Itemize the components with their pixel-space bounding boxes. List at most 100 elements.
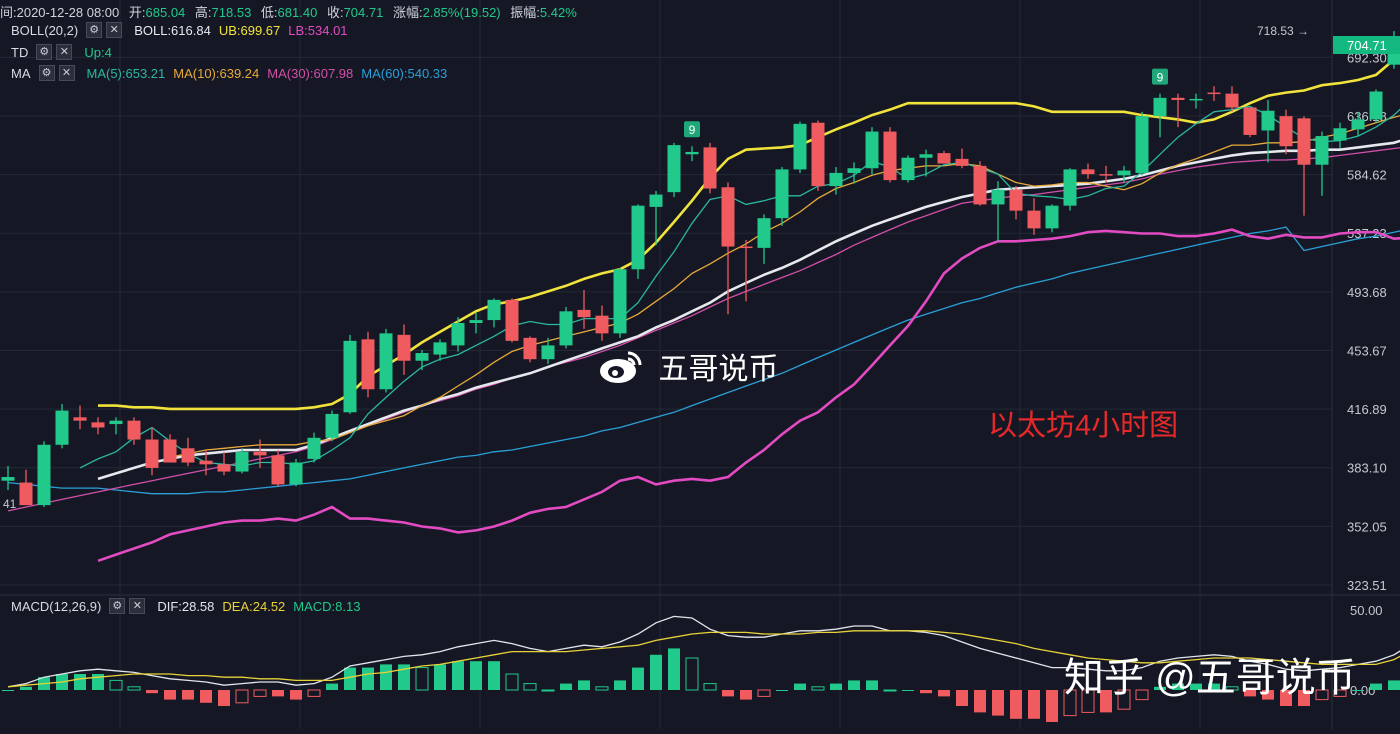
candle-body (884, 132, 897, 180)
macd-histogram-bar (668, 648, 680, 690)
candle-body (1298, 118, 1311, 164)
candle-body (200, 461, 213, 465)
macd-histogram-bar (452, 661, 464, 690)
candle-body (560, 311, 573, 345)
candle-body (578, 310, 591, 317)
candle-body (362, 339, 375, 389)
macd-histogram-bar (326, 684, 338, 690)
candle-body (20, 483, 33, 506)
macd-histogram-bar (470, 661, 482, 690)
candle-body (794, 124, 807, 170)
dea-value: DEA:24.52 (222, 599, 285, 614)
close-label: 收:704.71 (327, 5, 383, 20)
candle-body (290, 463, 303, 485)
candle-body (812, 123, 825, 186)
macd-histogram-bar (182, 690, 194, 700)
candle-body (1262, 111, 1275, 131)
boll-lb-value: LB:534.01 (288, 23, 347, 38)
td-close-icon[interactable]: ✕ (56, 44, 72, 60)
macd-histogram-bar (614, 680, 626, 690)
macd-tick-label: 50.00 (1350, 603, 1383, 618)
candle-body (1118, 171, 1131, 176)
ma-settings-gear-icon[interactable]: ⚙ (39, 65, 55, 81)
macd-histogram-bar (200, 690, 212, 703)
candle-body (758, 218, 771, 248)
candle-body (704, 147, 717, 188)
macd-histogram-bar (848, 680, 860, 690)
boll-ub-value: UB:699.67 (219, 23, 280, 38)
macd-histogram-bar (776, 690, 788, 691)
price-tick-label: 584.62 (1347, 168, 1387, 183)
candle-body (614, 269, 627, 333)
macd-histogram-bar (272, 690, 284, 696)
price-tick-label: 453.67 (1347, 343, 1387, 358)
candle-body (866, 132, 879, 169)
td-settings-gear-icon[interactable]: ⚙ (36, 44, 52, 60)
candle-body (506, 300, 519, 341)
candle-body (902, 158, 915, 180)
macd-histogram-bar (542, 690, 554, 691)
candle-body (1226, 94, 1239, 108)
ma-name: MA (11, 66, 31, 81)
candle-body (92, 422, 105, 427)
candle-body (722, 187, 735, 246)
macd-name: MACD(12,26,9) (11, 599, 101, 614)
candle-body (128, 421, 141, 440)
low-label: 低:681.40 (261, 5, 317, 20)
candle-body (1334, 128, 1347, 140)
macd-value: MACD:8.13 (293, 599, 360, 614)
macd-close-icon[interactable]: ✕ (129, 598, 145, 614)
ma30-value: MA(30):607.98 (267, 66, 353, 81)
candle-body (452, 323, 465, 345)
boll-settings-gear-icon[interactable]: ⚙ (86, 22, 102, 38)
candle-body (1280, 116, 1293, 146)
ohlc-info-bar: 间:2020-12-28 08:00 开:685.04 高:718.53 低:6… (0, 2, 583, 18)
candle-body (416, 353, 429, 361)
td-indicator-row: TD ⚙ ✕ Up:4 (11, 43, 112, 61)
price-tick-label: 383.10 (1347, 461, 1387, 476)
boll-close-icon[interactable]: ✕ (106, 22, 122, 38)
candle-body (488, 300, 501, 320)
candle-body (2, 477, 15, 481)
candle-body (254, 452, 267, 456)
candle-body (218, 464, 231, 471)
macd-settings-gear-icon[interactable]: ⚙ (109, 598, 125, 614)
ma5-value: MA(5):653.21 (87, 66, 166, 81)
candle-body (1136, 116, 1149, 173)
macd-histogram-bar (146, 690, 158, 693)
candle-body (542, 345, 555, 359)
macd-histogram-bar (2, 690, 14, 691)
candle-body (38, 445, 51, 505)
candle-body (164, 440, 177, 463)
chart-title-overlay: 以太坊4小时图 (988, 402, 1178, 444)
candle-body (524, 338, 537, 359)
candle-body (434, 342, 447, 354)
candle-body (380, 333, 393, 389)
macd-histogram-bar (434, 664, 446, 690)
price-tick-label: 323.51 (1347, 578, 1387, 593)
macd-histogram-bar (830, 684, 842, 690)
candle-body (938, 153, 951, 163)
candle-body (974, 166, 987, 205)
macd-histogram-bar (920, 690, 932, 693)
candle-body (1208, 93, 1221, 95)
candle-body (1370, 92, 1383, 120)
high-label: 高:718.53 (195, 5, 251, 20)
candle-body (686, 152, 699, 154)
macd-histogram-bar (938, 690, 950, 696)
candle-body (848, 168, 861, 173)
candle-body (146, 440, 159, 468)
candle-body (1100, 174, 1113, 176)
candle-body (1352, 119, 1365, 129)
candle-body (110, 421, 123, 424)
td-up-value: Up:4 (84, 45, 111, 60)
macd-histogram-bar (650, 655, 662, 690)
candle-body (830, 173, 843, 186)
candle-body (1154, 98, 1167, 116)
candle-body (1316, 136, 1329, 165)
macd-histogram-bar (1010, 690, 1022, 719)
ma-close-icon[interactable]: ✕ (59, 65, 75, 81)
candle-body (1064, 169, 1077, 205)
amplitude-label: 振幅:5.42% (510, 5, 577, 20)
change-label: 涨幅:2.85%(19.52) (393, 5, 501, 20)
